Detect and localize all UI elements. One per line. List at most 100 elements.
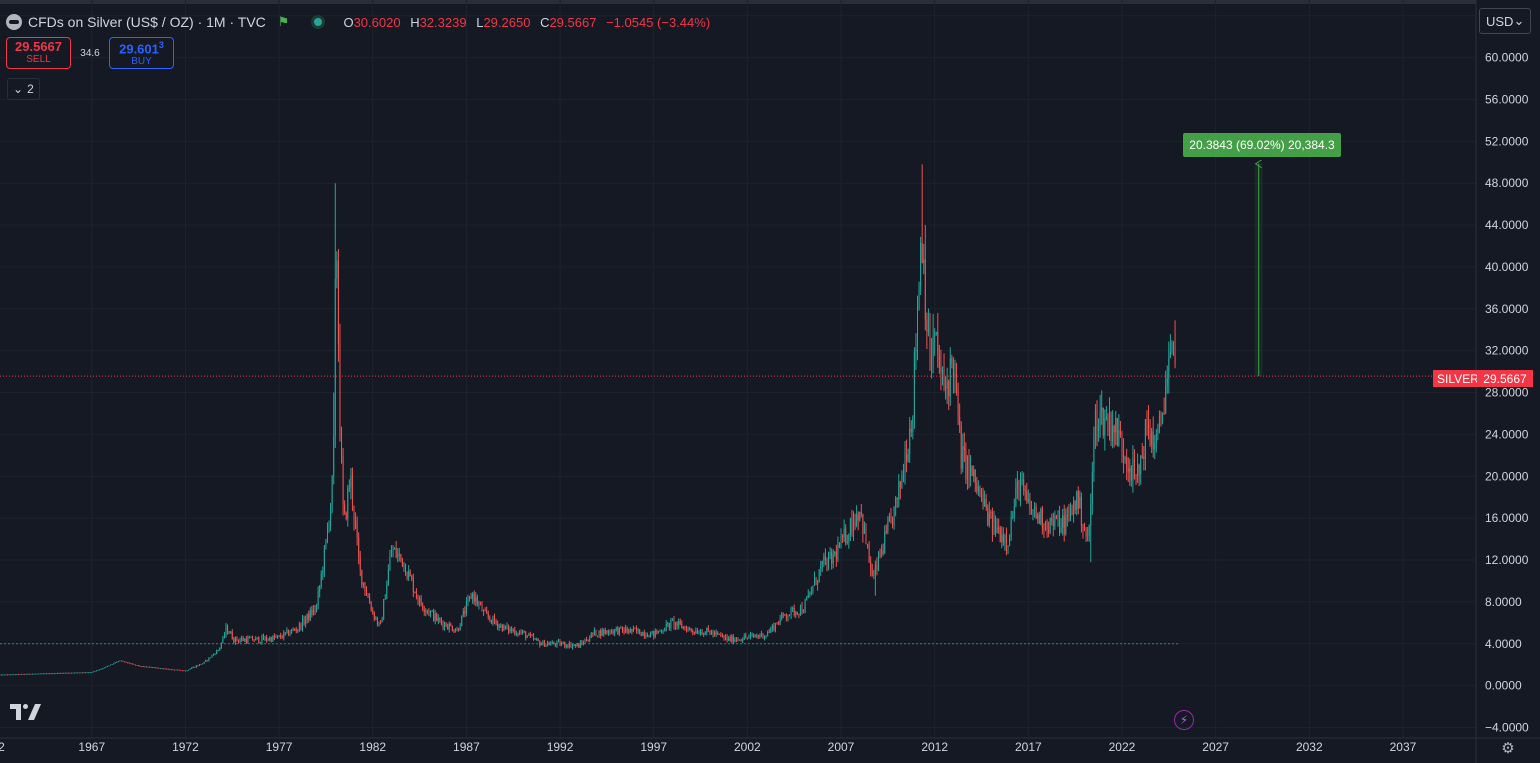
candle-body [152,667,154,669]
currency-selector[interactable]: USD ⌄ [1479,8,1531,34]
candle-body [1063,515,1065,535]
candle-body [746,637,748,639]
candle-body [1127,468,1129,473]
candle-body [444,623,446,628]
candle-body [422,604,424,610]
candle-body [241,638,243,640]
candle-body [147,666,149,668]
candle-body [481,604,483,612]
measure-tool[interactable] [1254,163,1263,377]
symbol-title[interactable]: CFDs on Silver (US$ / OZ) · 1M · TVC [28,14,266,30]
candle-body [155,667,157,669]
candle-body [815,577,817,585]
candle-body [1024,489,1026,492]
candle-body [1133,458,1135,476]
candle-body [231,631,233,640]
candle-body [899,481,901,488]
candle-body [1132,458,1134,481]
candle-body [935,331,937,334]
candle-body [319,585,321,592]
candle-body [623,629,625,633]
candle-body [66,672,68,674]
candle-body [14,674,16,676]
candle-body [954,372,956,378]
indicators-collapse-button[interactable]: ⌄ 2 [7,78,40,100]
candle-body [439,618,441,621]
candle-body [993,517,995,533]
candle-body [637,629,639,632]
candle-body [333,435,335,476]
candle-body [650,632,652,638]
candle-body [684,626,686,629]
candle-body [328,525,330,529]
candle-body [236,637,238,641]
candle-body [367,595,369,598]
candle-body [667,622,669,624]
candle-body [813,577,815,586]
candle-body [554,643,556,646]
candle-body [83,672,85,674]
candle-body [564,642,566,647]
candle-body [568,643,570,648]
candle-body [192,666,194,668]
time-scale[interactable]: 62 1967 1972 1977 1982 1987 1992 1997 2002 2007 20… [0,740,1417,754]
candle-body [636,628,638,632]
candle-body [1108,412,1110,432]
candle-body [1116,417,1118,446]
candle-body [700,631,702,634]
settings-icon[interactable]: ⚙︎ [1501,740,1515,757]
candle-body [1034,506,1036,510]
candle-body [559,641,561,646]
candle-body [25,673,27,675]
candle-body [590,633,592,638]
candle-body [946,381,948,389]
candle-body [17,674,19,676]
candle-body [584,639,586,644]
candle-body [323,547,325,572]
flag-icon[interactable]: ⚑ [277,14,290,29]
candle-body [648,636,650,638]
candle-body [860,511,862,514]
market-status-icon[interactable] [311,15,326,29]
candle-body [695,630,697,633]
candle-body [956,372,958,388]
buy-button[interactable]: 29.6013 BUY [109,37,174,69]
candle-body [41,673,43,675]
candle-body [1035,506,1037,519]
candle-body [729,637,731,642]
candle-body [760,633,762,637]
candle-body [127,662,129,664]
candle-body [856,514,858,526]
candle-body [453,630,455,632]
y-tick-label: 52.0000 [1485,134,1529,148]
candle-body [36,673,38,675]
candle-body [820,565,822,570]
lightning-icon[interactable]: ⚡︎ [1174,710,1194,730]
price-scale[interactable]: 64.000060.000056.000052.000048.000044.00… [1485,9,1529,735]
candle-body [757,635,759,637]
candle-body [119,660,121,662]
candle-body [870,561,872,571]
candle-body [472,593,474,599]
candle-body [593,629,595,634]
buy-price-main: 29.601 [119,41,159,57]
tradingview-logo[interactable] [10,702,42,722]
candle-body [773,625,775,631]
measure-label[interactable]: 20.3843 (69.02%) 20,384.3 [1183,133,1341,157]
candle-body [1091,472,1093,504]
candle-body [518,632,520,635]
candle-body [39,673,41,675]
candle-body [557,641,559,643]
candle-body [748,636,750,638]
candle-body [1037,514,1039,519]
candle-body [714,632,716,635]
candle-body [46,673,48,675]
candle-body [91,672,93,674]
candle-body [1118,430,1120,446]
candle-body [428,610,430,615]
candle-body [1107,416,1109,432]
sell-button[interactable]: 29.5667 SELL [6,37,71,69]
candle-body [932,335,934,358]
candle-body [929,329,931,367]
